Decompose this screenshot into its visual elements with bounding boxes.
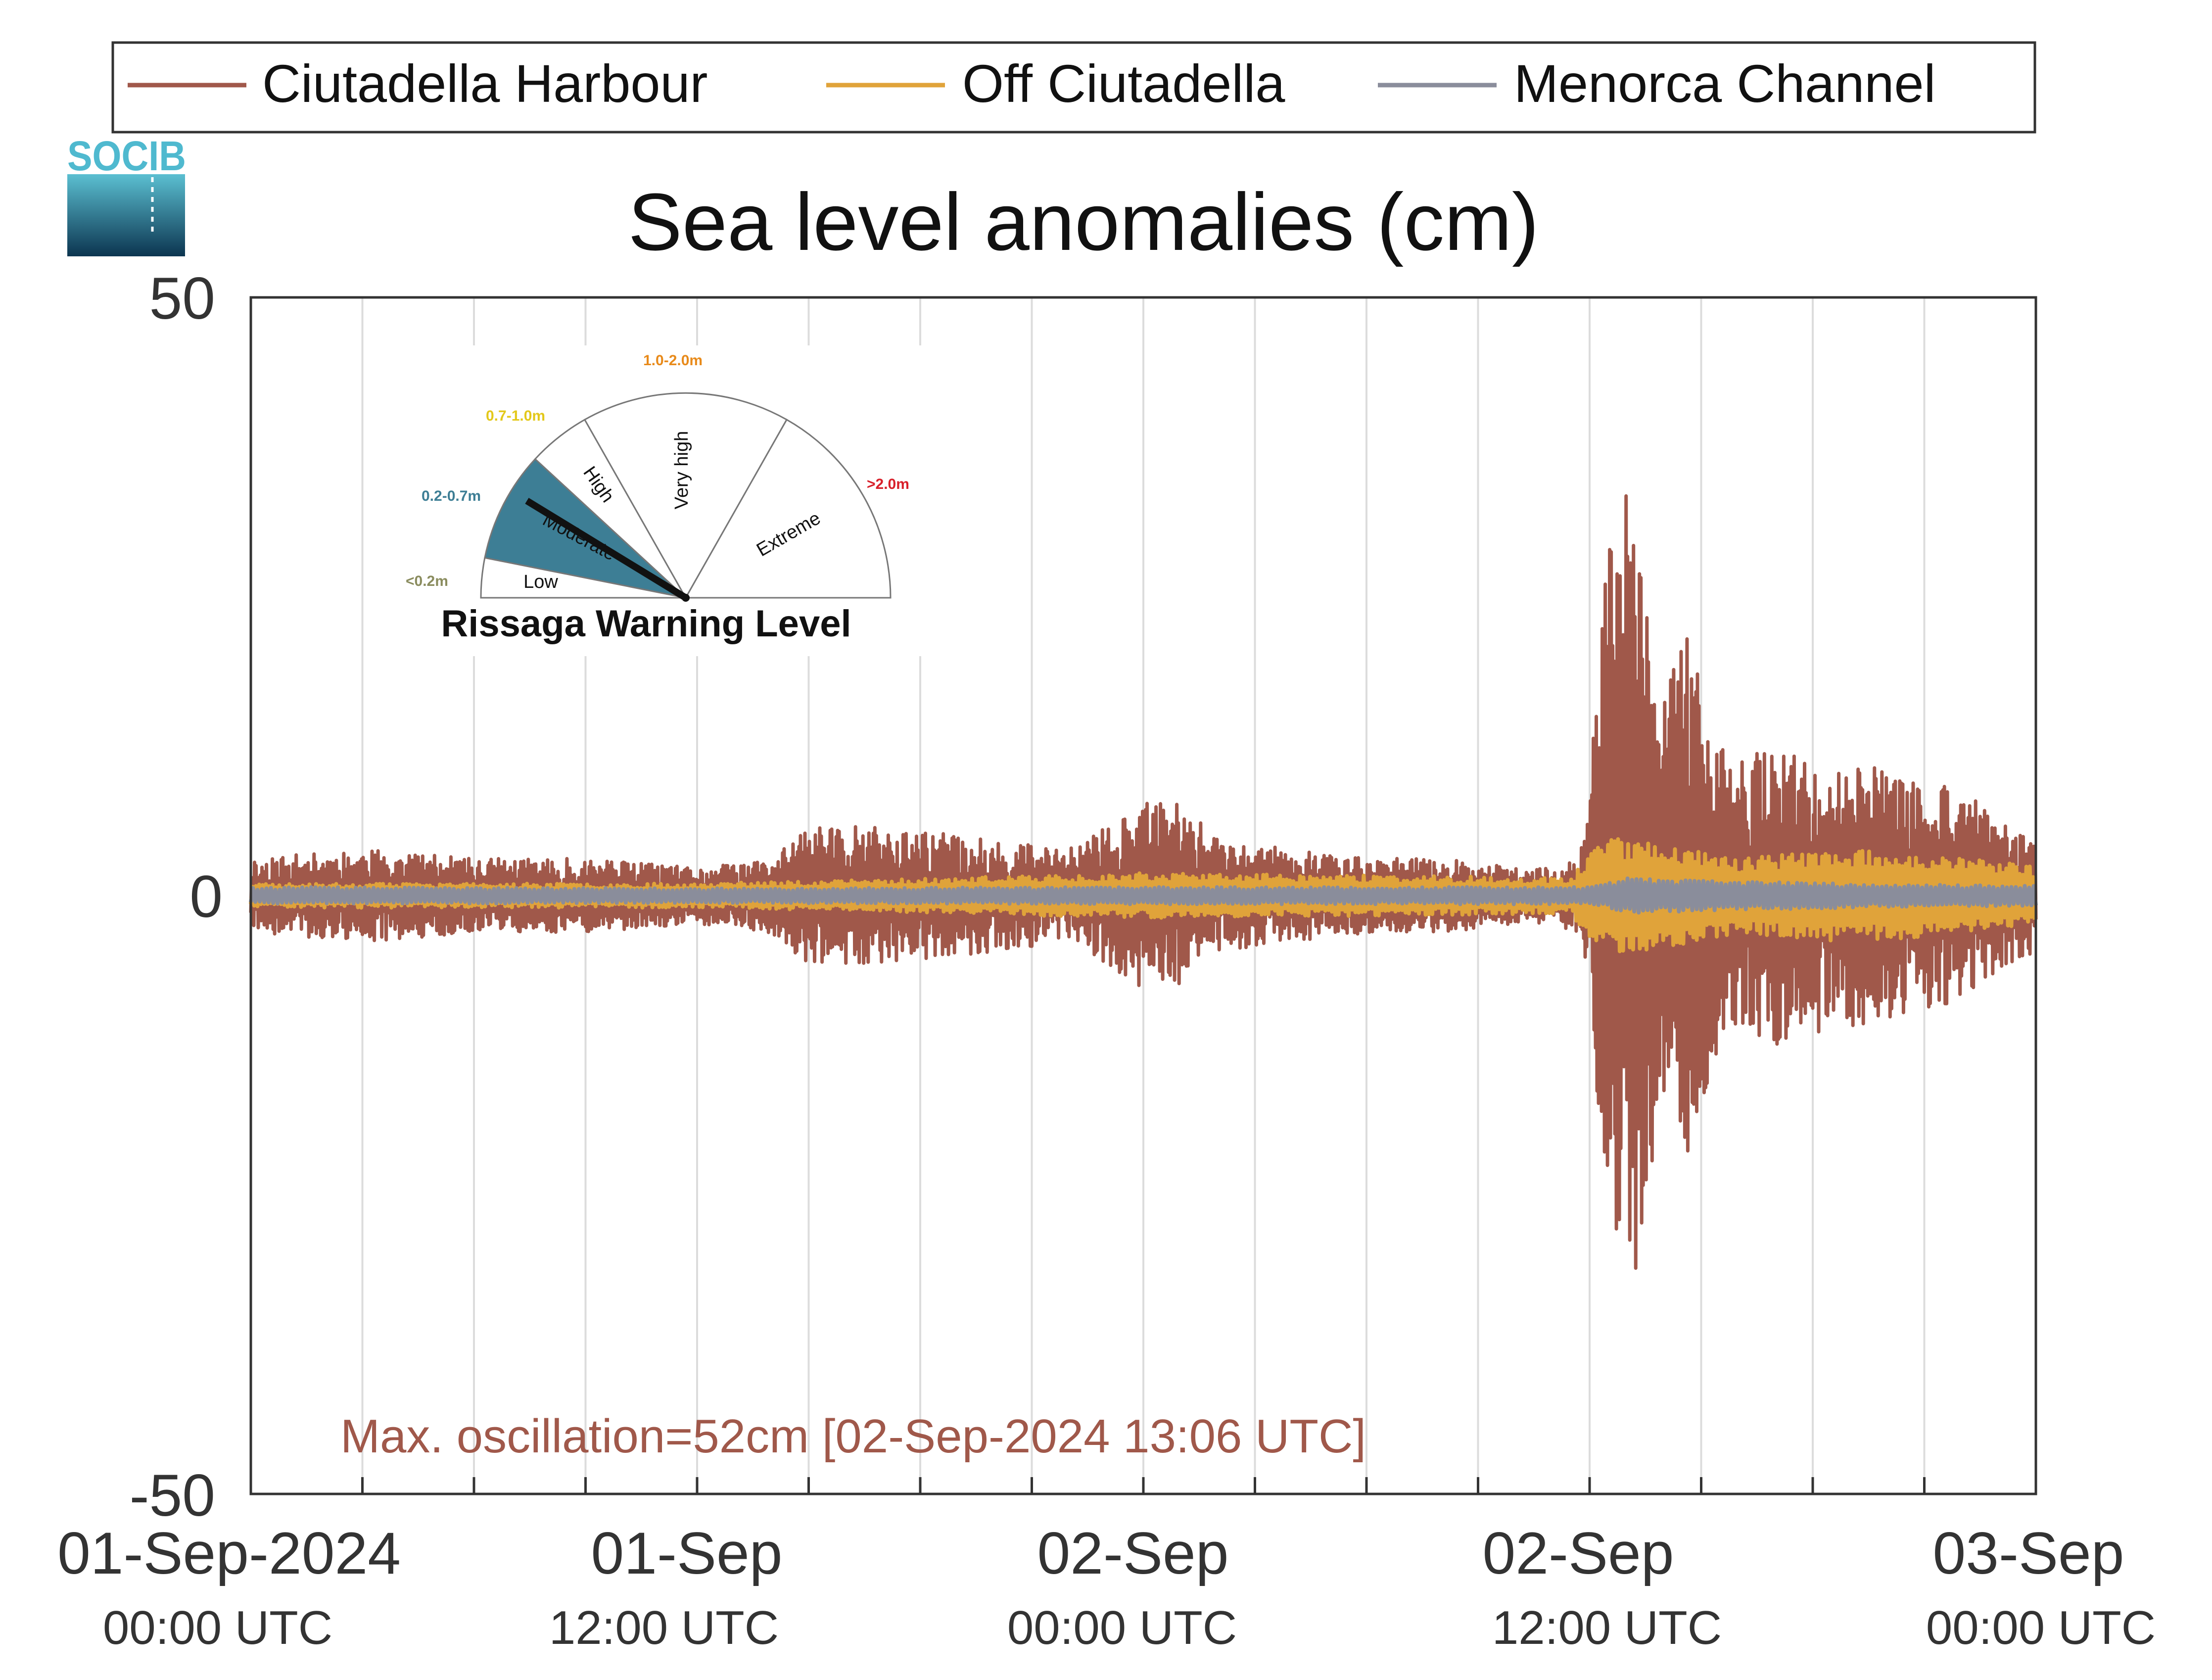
y-tick-label-minus50: -50	[130, 1462, 215, 1529]
legend-label-harbour: Ciutadella Harbour	[262, 53, 708, 113]
max-oscillation-annotation: Max. oscillation=52cm [02-Sep-2024 13:06…	[340, 1410, 1366, 1463]
gauge-sector-label-low: Low	[523, 572, 558, 592]
gauge-needle	[525, 498, 688, 601]
x-tick-time-0: 00:00 UTC	[103, 1601, 332, 1654]
x-tick-date-36: 02-Sep	[1483, 1520, 1674, 1586]
x-tick-time-24: 00:00 UTC	[1007, 1601, 1237, 1654]
plot-frame	[249, 296, 2037, 1495]
x-axis: 01-Sep-2024 00:00 UTC 01-Sep 12:00 UTC 0…	[57, 1520, 2156, 1654]
x-tick-date-24: 02-Sep	[1037, 1520, 1229, 1586]
chart-title: Sea level anomalies (cm)	[628, 177, 1539, 267]
gauge-range-label-low: <0.2m	[406, 573, 448, 589]
legend-label-off: Off Ciutadella	[962, 53, 1285, 113]
y-tick-label-0: 0	[189, 864, 223, 930]
legend: Ciutadella Harbour Off Ciutadella Menorc…	[111, 41, 2036, 134]
gauge-sector-extreme	[684, 419, 892, 599]
socib-logo-block	[67, 174, 185, 256]
x-tick-date-48: 03-Sep	[1933, 1520, 2124, 1586]
gauge-needle-pivot	[682, 594, 690, 602]
y-axis: 50 0 -50	[130, 265, 223, 1529]
gauge-range-label-extreme: >2.0m	[867, 476, 909, 492]
x-tick-time-48: 00:00 UTC	[1926, 1601, 2156, 1654]
gauge-sector-label-veryhigh: Very high	[671, 431, 692, 509]
tick-marks	[361, 1477, 1926, 1494]
gauge-title: Rissaga Warning Level	[441, 603, 851, 645]
gauge-sector-veryhigh	[583, 392, 788, 600]
series-line-3	[249, 876, 2038, 915]
legend-frame	[111, 41, 2036, 134]
series	[249, 494, 2038, 1270]
socib-logo-text: SOCIB	[67, 133, 186, 179]
legend-label-channel: Menorca Channel	[1514, 53, 1936, 113]
gauge-range-label-high: 0.7-1.0m	[486, 408, 545, 424]
y-tick-label-50: 50	[149, 265, 215, 332]
x-tick-time-12: 12:00 UTC	[549, 1601, 779, 1654]
gauge-range-label-moderate: 0.2-0.7m	[422, 488, 481, 504]
socib-logo: SOCIB	[67, 133, 186, 256]
x-tick-date-12: 01-Sep	[591, 1520, 783, 1586]
series-line-1	[249, 494, 2038, 1270]
rissaga-warning-gauge: Low Moderate High Very high Extreme <0.2…	[391, 345, 925, 656]
x-tick-date-0: 01-Sep-2024	[57, 1520, 401, 1586]
x-tick-time-36: 12:00 UTC	[1492, 1601, 1722, 1654]
gauge-range-label-veryhigh: 1.0-2.0m	[643, 352, 703, 369]
